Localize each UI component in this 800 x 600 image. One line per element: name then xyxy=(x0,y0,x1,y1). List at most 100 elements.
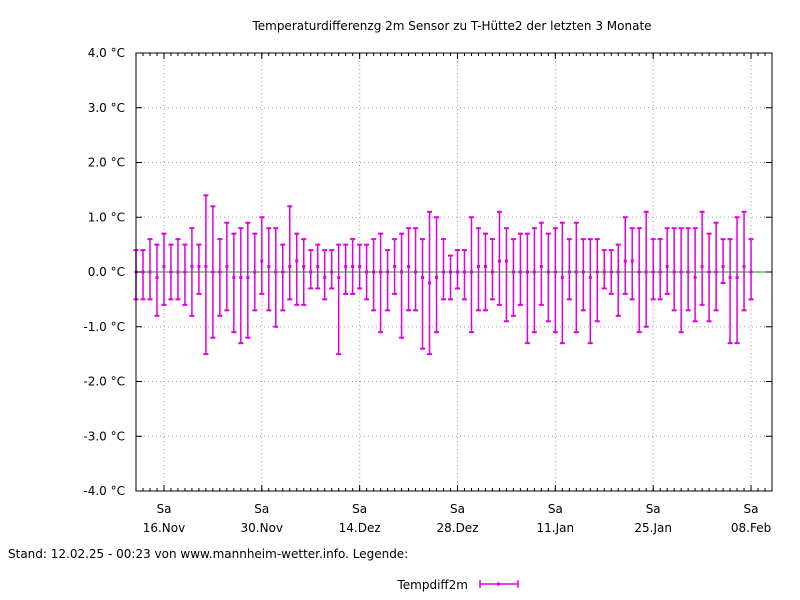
errorbar-mean-marker xyxy=(435,276,438,279)
errorbar-mean-marker xyxy=(547,271,550,274)
errorbar-point xyxy=(315,245,320,289)
errorbar-point xyxy=(154,245,159,316)
errorbar-point xyxy=(245,223,250,338)
errorbar-point xyxy=(406,228,411,310)
errorbar-mean-marker xyxy=(582,271,585,274)
errorbar-mean-marker xyxy=(365,271,368,274)
errorbar-point xyxy=(294,234,299,305)
errorbar-mean-marker xyxy=(659,271,662,274)
x-tick-day: Sa xyxy=(156,502,171,516)
errorbar-point xyxy=(420,239,425,349)
errorbar-mean-marker xyxy=(540,265,543,268)
errorbar-mean-marker xyxy=(176,271,179,274)
errorbar-mean-marker xyxy=(554,271,557,274)
errorbar-mean-marker xyxy=(617,271,620,274)
errorbar-point xyxy=(721,239,726,283)
errorbar-point xyxy=(728,239,733,343)
errorbar-mean-marker xyxy=(407,265,410,268)
errorbar-mean-marker xyxy=(309,271,312,274)
legend-label: Tempdiff2m xyxy=(396,578,468,592)
errorbar-mean-marker xyxy=(456,271,459,274)
errorbar-point xyxy=(140,250,145,299)
errorbar-point xyxy=(504,228,509,321)
y-tick-label: 3.0 °C xyxy=(88,101,125,115)
errorbar-mean-marker xyxy=(295,260,298,263)
errorbar-point xyxy=(707,234,712,322)
errorbar-point xyxy=(539,223,544,305)
errorbar-mean-marker xyxy=(386,271,389,274)
errorbar-mean-marker xyxy=(162,265,165,268)
x-tick-label: 14.Dez xyxy=(339,521,381,535)
errorbar-mean-marker xyxy=(519,271,522,274)
errorbar-mean-marker xyxy=(526,271,529,274)
errorbar-point xyxy=(490,239,495,299)
errorbar-point xyxy=(686,228,691,310)
errorbar-point xyxy=(259,217,264,294)
errorbar-point xyxy=(469,217,474,332)
errorbar-point xyxy=(273,228,278,327)
errorbar-point xyxy=(427,212,432,354)
errorbar-point xyxy=(385,250,390,310)
errorbar-mean-marker xyxy=(645,271,648,274)
errorbar-point xyxy=(238,228,243,343)
errorbar-mean-marker xyxy=(652,271,655,274)
errorbar-mean-marker xyxy=(225,265,228,268)
legend: Tempdiff2m xyxy=(396,578,518,592)
errorbar-point xyxy=(448,256,453,300)
errorbar-point xyxy=(455,250,460,288)
errorbar-point xyxy=(616,245,621,316)
errorbar-mean-marker xyxy=(253,271,256,274)
errorbar-point xyxy=(714,223,719,311)
errorbar-point xyxy=(497,212,502,305)
errorbar-point xyxy=(476,228,481,310)
errorbar-mean-marker xyxy=(568,271,571,274)
errorbar-mean-marker xyxy=(666,265,669,268)
errorbar-point xyxy=(336,245,341,355)
errorbar-mean-marker xyxy=(323,276,326,279)
errorbar-mean-marker xyxy=(316,265,319,268)
errorbar-point xyxy=(595,239,600,321)
errorbar-point xyxy=(371,239,376,310)
errorbar-series xyxy=(134,195,754,354)
errorbar-point xyxy=(434,217,439,332)
errorbar-mean-marker xyxy=(330,271,333,274)
errorbar-point xyxy=(679,228,684,332)
errorbar-point xyxy=(175,239,180,299)
errorbar-point xyxy=(280,245,285,311)
errorbar-mean-marker xyxy=(484,265,487,268)
errorbar-mean-marker xyxy=(358,265,361,268)
errorbar-mean-marker xyxy=(505,260,508,263)
y-tick-label: 1.0 °C xyxy=(88,210,125,224)
errorbar-point xyxy=(350,239,355,294)
errorbar-point xyxy=(532,228,537,332)
errorbar-mean-marker xyxy=(596,271,599,274)
errorbar-point xyxy=(700,212,705,305)
x-tick-label: 11.Jan xyxy=(537,521,575,535)
errorbar-point xyxy=(462,250,467,299)
errorbar-point xyxy=(735,217,740,343)
x-tick-label: 08.Feb xyxy=(731,521,771,535)
errorbar-mean-marker xyxy=(400,271,403,274)
errorbar-point xyxy=(413,228,418,310)
errorbar-point xyxy=(658,239,663,299)
x-tick-day: Sa xyxy=(548,502,563,516)
errorbar-mean-marker xyxy=(561,276,564,279)
errorbar-mean-marker xyxy=(533,271,536,274)
errorbar-mean-marker xyxy=(246,276,249,279)
errorbar-mean-marker xyxy=(624,260,627,263)
errorbar-mean-marker xyxy=(351,265,354,268)
errorbar-mean-marker xyxy=(477,265,480,268)
errorbar-point xyxy=(574,223,579,333)
errorbar-mean-marker xyxy=(743,265,746,268)
errorbar-mean-marker xyxy=(463,271,466,274)
errorbar-mean-marker xyxy=(442,271,445,274)
errorbar-mean-marker xyxy=(155,276,158,279)
errorbar-mean-marker xyxy=(211,271,214,274)
errorbar-point xyxy=(399,234,404,338)
errorbar-mean-marker xyxy=(680,271,683,274)
errorbar-mean-marker xyxy=(337,276,340,279)
errorbar-mean-marker xyxy=(148,271,151,274)
y-tick-label: -2.0 °C xyxy=(83,375,125,389)
x-tick-day: Sa xyxy=(352,502,367,516)
errorbar-point xyxy=(196,245,201,294)
